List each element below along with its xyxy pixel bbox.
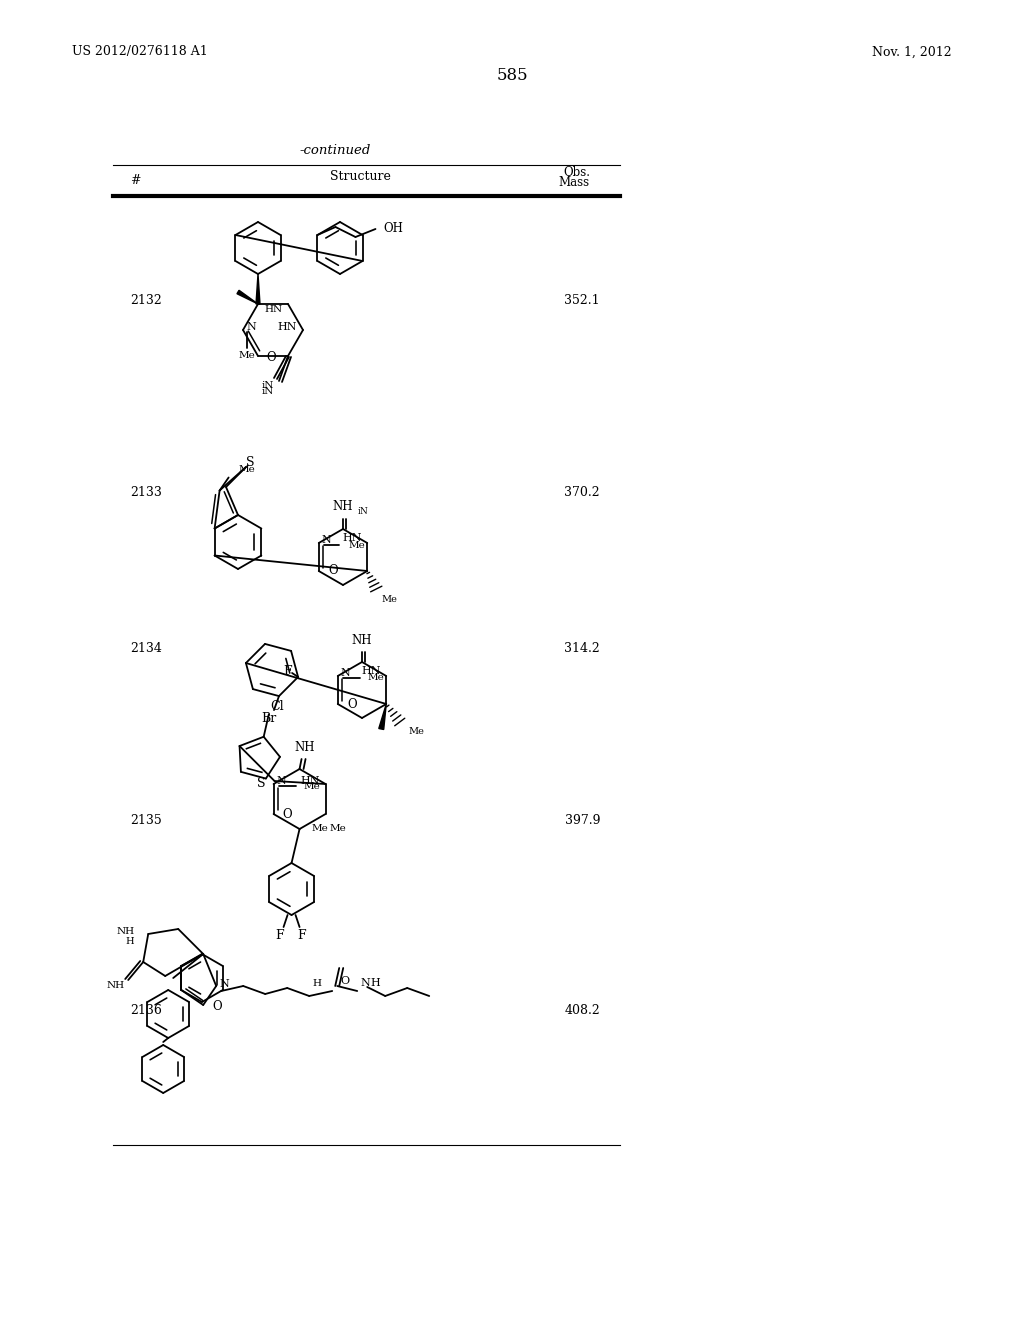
Text: HN: HN bbox=[278, 322, 297, 333]
Text: O: O bbox=[283, 808, 293, 821]
Text: S: S bbox=[246, 455, 254, 469]
Polygon shape bbox=[379, 704, 386, 730]
Text: Me: Me bbox=[329, 824, 346, 833]
Text: NH: NH bbox=[352, 634, 373, 647]
Text: H: H bbox=[312, 979, 322, 989]
Text: Me: Me bbox=[303, 781, 321, 791]
Text: 2136: 2136 bbox=[130, 1003, 162, 1016]
Text: 397.9: 397.9 bbox=[564, 813, 600, 826]
Text: Me: Me bbox=[409, 727, 424, 737]
Text: NH: NH bbox=[333, 500, 353, 513]
Text: H: H bbox=[126, 937, 134, 946]
Text: N: N bbox=[322, 535, 332, 545]
Text: N: N bbox=[219, 979, 229, 989]
Text: 2134: 2134 bbox=[130, 642, 162, 655]
Polygon shape bbox=[256, 275, 260, 304]
Text: Br: Br bbox=[261, 711, 276, 725]
Text: Obs.: Obs. bbox=[563, 165, 590, 178]
Text: HN: HN bbox=[361, 667, 381, 676]
Text: Me: Me bbox=[311, 824, 328, 833]
Text: Mass: Mass bbox=[559, 177, 590, 190]
Text: O: O bbox=[266, 351, 275, 364]
Text: H: H bbox=[371, 978, 380, 987]
Text: O: O bbox=[212, 1001, 222, 1014]
Text: Me: Me bbox=[368, 673, 384, 682]
Text: F: F bbox=[275, 928, 284, 941]
Text: Nov. 1, 2012: Nov. 1, 2012 bbox=[872, 45, 952, 58]
Text: Me: Me bbox=[239, 351, 255, 360]
Text: HN: HN bbox=[301, 776, 321, 785]
Text: 2133: 2133 bbox=[130, 487, 162, 499]
Text: 314.2: 314.2 bbox=[564, 642, 600, 655]
Text: Cl: Cl bbox=[270, 700, 284, 713]
Text: HN: HN bbox=[342, 533, 362, 543]
Text: NH: NH bbox=[116, 928, 134, 936]
Text: #: # bbox=[130, 173, 140, 186]
Text: O: O bbox=[328, 565, 338, 578]
Text: 352.1: 352.1 bbox=[564, 293, 600, 306]
Text: S: S bbox=[257, 777, 265, 791]
Text: N: N bbox=[246, 322, 256, 333]
Text: US 2012/0276118 A1: US 2012/0276118 A1 bbox=[72, 45, 208, 58]
Text: F: F bbox=[284, 665, 293, 678]
Text: O: O bbox=[347, 697, 356, 710]
Text: NH: NH bbox=[294, 741, 314, 754]
Text: N: N bbox=[276, 776, 287, 785]
Text: 2135: 2135 bbox=[130, 813, 162, 826]
Text: 370.2: 370.2 bbox=[564, 487, 600, 499]
Text: O: O bbox=[341, 975, 350, 986]
Text: 585: 585 bbox=[497, 67, 527, 84]
Text: Me: Me bbox=[349, 540, 366, 549]
Text: HN: HN bbox=[265, 305, 283, 314]
Text: NH: NH bbox=[106, 982, 124, 990]
Text: Structure: Structure bbox=[330, 169, 390, 182]
Text: Me: Me bbox=[239, 465, 255, 474]
Text: F: F bbox=[297, 928, 306, 941]
Text: 408.2: 408.2 bbox=[564, 1003, 600, 1016]
Text: N: N bbox=[360, 978, 370, 987]
Text: 2132: 2132 bbox=[130, 293, 162, 306]
Text: iN: iN bbox=[262, 381, 274, 391]
Text: Me: Me bbox=[381, 594, 397, 603]
Text: -continued: -continued bbox=[299, 144, 371, 157]
Text: iN: iN bbox=[262, 388, 274, 396]
Polygon shape bbox=[237, 290, 258, 304]
Text: OH: OH bbox=[384, 223, 403, 235]
Text: N: N bbox=[341, 668, 350, 678]
Text: iN: iN bbox=[357, 507, 369, 516]
